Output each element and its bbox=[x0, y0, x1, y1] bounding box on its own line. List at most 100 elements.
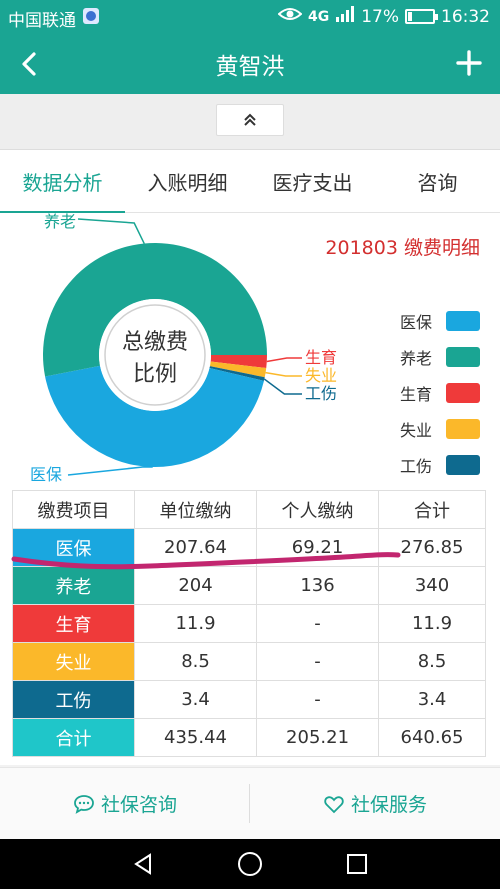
chart-legend: 医保 养老 生育 失业 工伤 bbox=[400, 303, 480, 483]
table-cell-total: 276.85 bbox=[378, 528, 486, 567]
social-security-service-button[interactable]: 社保服务 bbox=[250, 768, 500, 839]
pie-slice[interactable] bbox=[210, 355, 268, 369]
pie-slice[interactable] bbox=[209, 366, 265, 381]
table-cell-total: 8.5 bbox=[378, 642, 486, 681]
legend-swatch bbox=[446, 383, 480, 403]
signal-icon bbox=[335, 6, 355, 27]
legend-item: 医保 bbox=[400, 303, 480, 339]
table-header-row: 缴费项目 单位缴纳 个人缴纳 合计 bbox=[11, 490, 486, 529]
table-row: 养老 204 136 340 bbox=[11, 566, 486, 605]
legend-item: 失业 bbox=[400, 411, 480, 447]
tab-medical-expense[interactable]: 医疗支出 bbox=[272, 170, 353, 195]
chat-bubble-icon bbox=[74, 794, 94, 814]
column-header: 合计 bbox=[378, 490, 486, 529]
legend-item: 工伤 bbox=[400, 447, 480, 483]
pie-slice[interactable] bbox=[209, 361, 267, 378]
legend-swatch bbox=[446, 455, 480, 475]
table-row: 生育 11.9-11.9 bbox=[11, 604, 486, 643]
legend-label: 失业 bbox=[400, 421, 433, 440]
pie-slice[interactable] bbox=[43, 243, 267, 377]
slice-label: 生育 bbox=[305, 348, 337, 367]
legend-swatch bbox=[446, 419, 480, 439]
tab-data-analysis[interactable]: 数据分析 bbox=[0, 150, 125, 213]
table-cell-personal: - bbox=[256, 604, 380, 643]
table-cell-total: 340 bbox=[378, 566, 486, 605]
plus-icon bbox=[456, 50, 482, 76]
table-cell-unit: 11.9 bbox=[134, 604, 258, 643]
fee-table: 缴费项目 单位缴纳 个人缴纳 合计 医保 207.64 69.21 276.85 养老 2… bbox=[11, 490, 486, 757]
battery-percent: 17% bbox=[361, 6, 399, 27]
slice-label: 失业 bbox=[305, 366, 337, 385]
donut-center-label: 比例 bbox=[133, 362, 177, 387]
table-cell-item: 生育 bbox=[11, 604, 136, 643]
app-notification-icon bbox=[82, 7, 100, 30]
legend-swatch bbox=[446, 311, 480, 331]
eye-comfort-icon bbox=[277, 6, 303, 27]
app-bar: 黄智洪 bbox=[0, 34, 500, 94]
network-type-label: 4G bbox=[307, 8, 330, 25]
heart-icon bbox=[324, 795, 344, 813]
back-button[interactable] bbox=[14, 48, 46, 80]
table-cell-personal: - bbox=[256, 642, 380, 681]
table-cell-personal: - bbox=[256, 680, 380, 719]
slice-label: 养老 bbox=[44, 213, 76, 231]
table-row: 失业 8.5-8.5 bbox=[11, 642, 486, 681]
slice-label: 工伤 bbox=[305, 384, 337, 403]
table-cell-total: 3.4 bbox=[378, 680, 486, 719]
leader-line bbox=[263, 378, 302, 395]
table-cell-unit: 435.44 bbox=[134, 718, 258, 757]
battery-level-fill bbox=[408, 12, 413, 21]
chevron-left-icon bbox=[22, 52, 36, 76]
table-cell-personal: 69.21 bbox=[256, 528, 380, 567]
table-cell-personal: 205.21 bbox=[256, 718, 380, 757]
battery-icon bbox=[405, 9, 438, 24]
leader-line bbox=[266, 357, 302, 363]
legend-item: 生育 bbox=[400, 375, 480, 411]
page-title: 黄智洪 bbox=[215, 54, 285, 80]
status-bar: 中国联通 4G 17% 16:32 bbox=[0, 0, 500, 34]
leader-line bbox=[265, 371, 302, 377]
column-header: 个人缴纳 bbox=[256, 490, 380, 529]
collapse-button[interactable] bbox=[216, 104, 284, 136]
legend-label: 医保 bbox=[400, 313, 433, 332]
legend-item: 养老 bbox=[400, 339, 480, 375]
column-header: 单位缴纳 bbox=[134, 490, 258, 529]
table-cell-unit: 8.5 bbox=[134, 642, 258, 681]
legend-label: 生育 bbox=[400, 385, 433, 404]
table-cell-unit: 3.4 bbox=[134, 680, 258, 719]
table-cell-personal: 136 bbox=[256, 566, 380, 605]
table-cell-unit: 207.64 bbox=[134, 528, 258, 567]
table-cell-item: 合计 bbox=[11, 718, 136, 757]
tab-income-details[interactable]: 入账明细 bbox=[147, 170, 228, 195]
donut-center-label: 总缴费 bbox=[122, 330, 188, 355]
carrier-label: 中国联通 bbox=[8, 11, 76, 31]
legend-label: 工伤 bbox=[400, 457, 433, 476]
table-cell-item: 养老 bbox=[11, 566, 136, 605]
slice-label: 医保 bbox=[30, 465, 62, 484]
social-security-consult-button[interactable]: 社保咨询 bbox=[0, 768, 250, 839]
column-header: 缴费项目 bbox=[11, 490, 136, 529]
legend-swatch bbox=[446, 347, 480, 367]
bottom-action-bar: 社保咨询 社保服务 bbox=[0, 767, 500, 839]
pie-slice[interactable] bbox=[45, 365, 264, 468]
nav-recents-icon[interactable] bbox=[345, 852, 369, 876]
chart-title: 201803 缴费明细 bbox=[325, 237, 480, 259]
leader-line bbox=[77, 218, 145, 244]
tab-consult[interactable]: 咨询 bbox=[417, 170, 458, 195]
clock: 16:32 bbox=[441, 6, 490, 27]
legend-label: 养老 bbox=[400, 349, 433, 368]
add-button[interactable] bbox=[452, 46, 486, 80]
table-row: 合计 435.44 205.21 640.65 bbox=[11, 718, 486, 757]
table-cell-total: 640.65 bbox=[378, 718, 486, 757]
leader-line bbox=[67, 466, 153, 476]
nav-back-icon[interactable] bbox=[131, 852, 155, 876]
action-label: 社保咨询 bbox=[100, 794, 177, 816]
tab-bar: 数据分析 入账明细 医疗支出 咨询 bbox=[0, 150, 500, 213]
double-chevron-up-icon bbox=[244, 113, 256, 126]
table-cell-item: 医保 bbox=[11, 528, 136, 567]
donut-center bbox=[99, 299, 211, 411]
table-row: 医保 207.64 69.21 276.85 bbox=[11, 528, 486, 567]
nav-home-icon[interactable] bbox=[237, 851, 263, 877]
system-nav-bar bbox=[0, 839, 500, 889]
